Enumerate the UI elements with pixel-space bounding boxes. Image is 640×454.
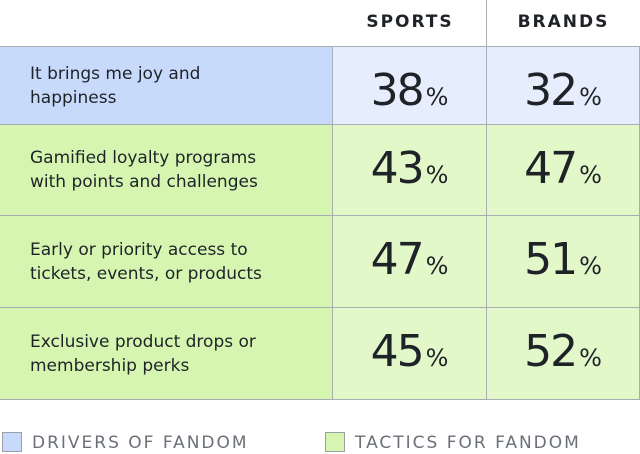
value-cell: 51% [487, 216, 640, 308]
value: 32 [524, 65, 578, 116]
value-cell: 45% [333, 308, 487, 400]
value-cell: 32% [487, 47, 640, 125]
value-cell: 47% [487, 125, 640, 216]
unit: % [579, 161, 602, 189]
unit: % [579, 83, 602, 111]
legend-swatch [2, 432, 22, 452]
value: 51 [524, 234, 578, 285]
value: 52 [524, 326, 578, 377]
legend-label: DRIVERS OF FANDOM [32, 433, 249, 453]
row-label: It brings me joy and happiness [0, 47, 333, 125]
value-cell: 43% [333, 125, 487, 216]
column-header: SPORTS [366, 12, 454, 32]
row-label: Exclusive product drops or membership pe… [0, 308, 333, 400]
value-cell: 47% [333, 216, 487, 308]
value-cell: 52% [487, 308, 640, 400]
unit: % [579, 344, 602, 372]
unit: % [579, 252, 602, 280]
row-label: Gamified loyalty programs with points an… [0, 125, 333, 216]
column-header: BRANDS [517, 12, 610, 32]
value: 38 [370, 65, 425, 116]
value: 45 [370, 326, 425, 377]
row-label: Early or priority access to tickets, eve… [0, 216, 333, 308]
value: 43 [370, 143, 425, 194]
unit: % [425, 83, 449, 111]
value: 47 [524, 143, 578, 194]
value-cell: 38% [333, 47, 487, 125]
table-top-border [0, 46, 640, 47]
unit: % [425, 252, 449, 280]
header-divider [486, 0, 487, 47]
unit: % [425, 161, 449, 189]
legend-swatch [325, 432, 345, 452]
unit: % [425, 344, 449, 372]
legend-label: TACTICS FOR FANDOM [355, 433, 581, 453]
value: 47 [370, 234, 425, 285]
